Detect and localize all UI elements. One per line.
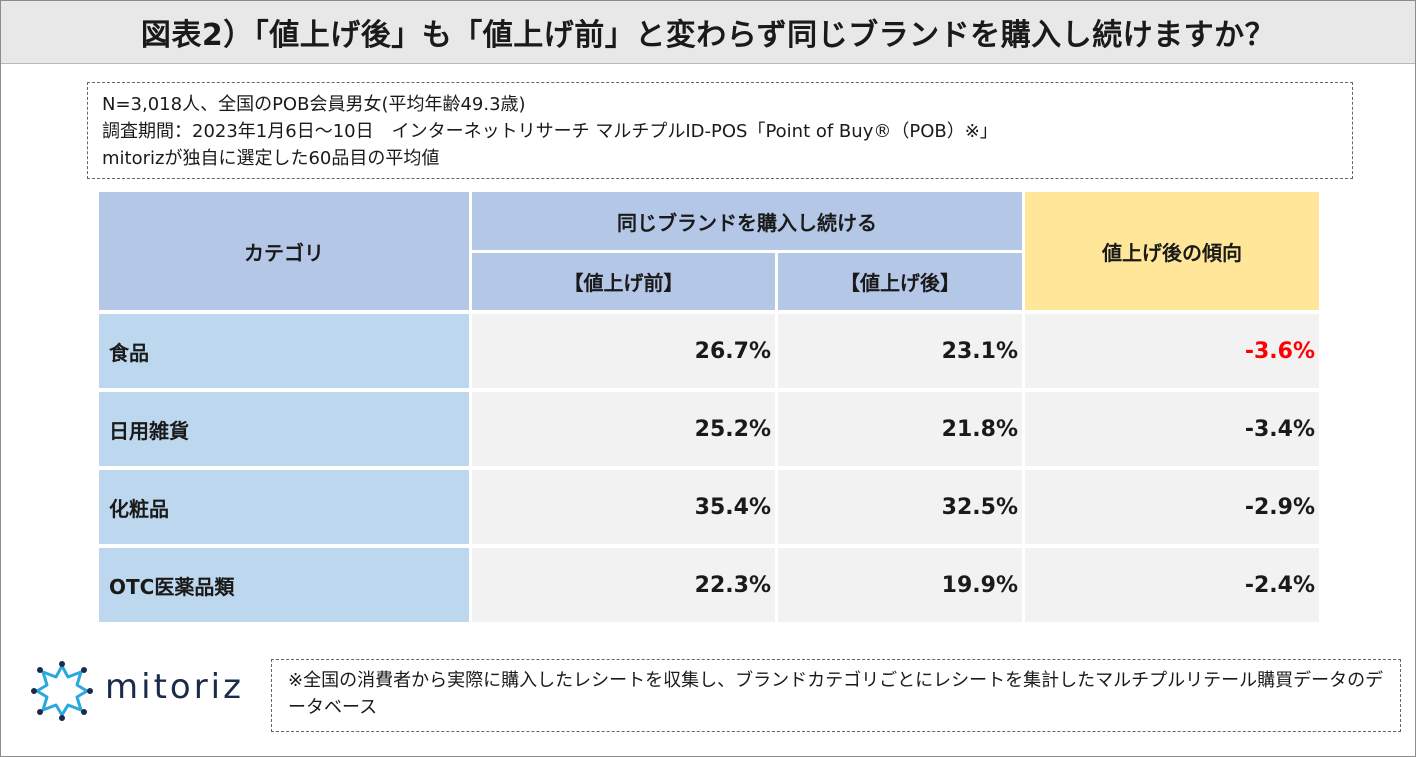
before-value-cell: 26.7% <box>472 314 775 388</box>
after-value-cell: 21.8% <box>778 392 1022 466</box>
before-value-cell: 25.2% <box>472 392 775 466</box>
survey-note-method: mitorizが独自に選定した60品目の平均値 <box>102 148 440 169</box>
footer-note: ※全国の消費者から実際に購入したレシートを収集し、ブランドカテゴリごとにレシート… <box>288 670 1384 718</box>
header-same-brand-group: 同じブランドを購入し続ける <box>472 192 1022 250</box>
after-value-cell: 32.5% <box>778 470 1022 544</box>
category-cell: 化粧品 <box>99 470 469 544</box>
category-cell: OTC医薬品類 <box>99 548 469 622</box>
category-cell: 食品 <box>99 314 469 388</box>
figure-title: 図表2）「値上げ後」も「値上げ前」と変わらず同じブランドを購入し続けますか？ <box>140 18 1276 53</box>
before-value-cell: 35.4% <box>472 470 775 544</box>
title-bar: 図表2）「値上げ後」も「値上げ前」と変わらず同じブランドを購入し続けますか？ <box>1 1 1415 64</box>
trend-value-cell: -2.9% <box>1025 470 1319 544</box>
after-value-cell: 19.9% <box>778 548 1022 622</box>
mitoriz-logo-icon <box>31 661 93 721</box>
header-before-price-increase: 【値上げ前】 <box>472 253 775 310</box>
header-trend: 値上げ後の傾向 <box>1025 192 1319 310</box>
after-value-cell: 23.1% <box>778 314 1022 388</box>
trend-value-cell: -3.4% <box>1025 392 1319 466</box>
trend-value-cell: -3.6% <box>1025 314 1319 388</box>
trend-value-cell: -2.4% <box>1025 548 1319 622</box>
before-value-cell: 22.3% <box>472 548 775 622</box>
mitoriz-logo: mitoriz <box>29 657 259 727</box>
brand-loyalty-table: カテゴリ 同じブランドを購入し続ける 【値上げ前】 【値上げ後】 値上げ後の傾向… <box>99 192 1319 626</box>
survey-note-sample: N=3,018人、全国のPOB会員男女(平均年齢49.3歳) <box>102 94 526 115</box>
category-cell: 日用雑貨 <box>99 392 469 466</box>
header-category: カテゴリ <box>99 192 469 310</box>
header-after-price-increase: 【値上げ後】 <box>778 253 1022 310</box>
survey-note-period: 調査期間：2023年1月6日〜10日 インターネットリサーチ マルチプルID-P… <box>102 121 998 142</box>
logo-wordmark: mitoriz <box>105 667 244 707</box>
survey-note-box: N=3,018人、全国のPOB会員男女(平均年齢49.3歳) 調査期間：2023… <box>87 82 1353 179</box>
footer-note-box: ※全国の消費者から実際に購入したレシートを収集し、ブランドカテゴリごとにレシート… <box>271 659 1401 732</box>
